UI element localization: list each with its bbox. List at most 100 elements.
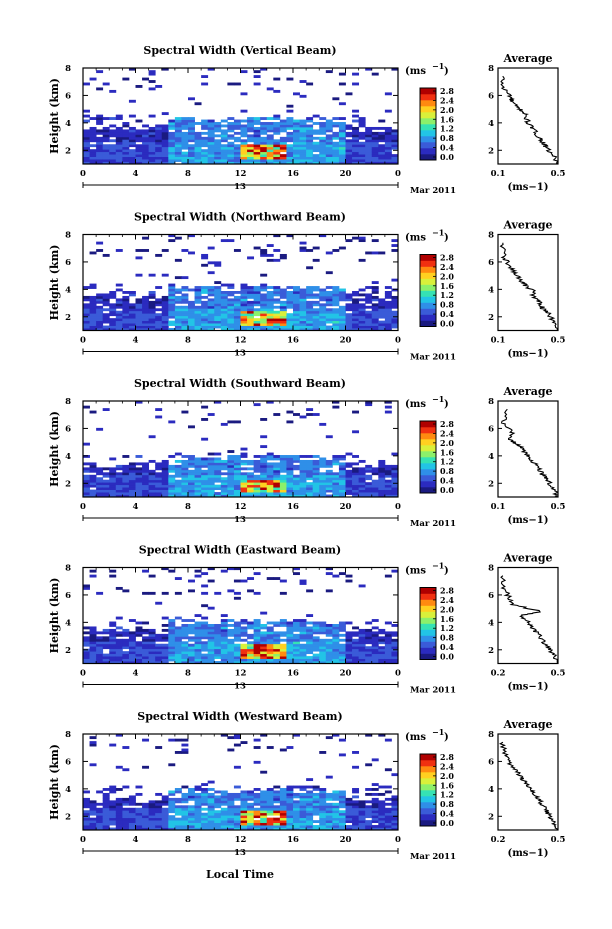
y-tick-label: 4 <box>65 119 71 129</box>
heatmap-cell <box>135 822 143 826</box>
heatmap-cell <box>279 807 287 811</box>
heatmap-cell <box>391 812 399 816</box>
heatmap-cell <box>378 131 386 135</box>
heatmap-cell <box>247 489 255 493</box>
heatmap-cell <box>181 653 189 657</box>
heatmap-cell <box>233 825 241 828</box>
heatmap-cell <box>378 308 386 312</box>
heatmap-cell <box>122 464 130 468</box>
heatmap-cell <box>122 455 130 458</box>
heatmap-cell <box>358 313 366 317</box>
heatmap-cell <box>174 487 182 490</box>
heatmap-cell <box>319 827 327 831</box>
heatmap-cell <box>96 151 104 155</box>
heatmap-cell <box>260 492 268 495</box>
heatmap-cell <box>266 479 274 483</box>
heatmap-cell <box>293 161 300 165</box>
heatmap-cell <box>332 733 340 737</box>
heatmap-cell <box>102 328 110 331</box>
heatmap-cell <box>312 658 320 662</box>
heatmap-cell <box>135 119 143 123</box>
heatmap-cell <box>128 310 136 314</box>
heatmap-cell <box>201 494 209 498</box>
colorbar-unit-paren: ) <box>444 566 449 577</box>
heatmap-cell <box>247 310 255 314</box>
heatmap-cell <box>247 472 255 476</box>
heatmap-cell <box>142 810 150 814</box>
heatmap-cell <box>319 422 327 426</box>
heatmap-cell <box>201 822 209 826</box>
heatmap-cell <box>299 124 307 128</box>
heatmap-cell <box>135 161 143 165</box>
heatmap-cell <box>188 134 195 138</box>
heatmap-cell <box>122 815 130 819</box>
heatmap-cell <box>260 641 268 645</box>
heatmap-cell <box>227 736 235 740</box>
heatmap-cell <box>214 141 222 145</box>
heatmap-cell <box>128 315 136 319</box>
heatmap-cell <box>273 305 281 309</box>
heatmap-cell <box>155 656 163 659</box>
heatmap-cell <box>293 298 300 302</box>
heatmap-cell <box>384 320 392 324</box>
heatmap-cell <box>194 628 202 632</box>
heatmap-cell <box>109 653 117 657</box>
heatmap-cell <box>299 661 307 664</box>
heatmap-cell <box>371 156 379 160</box>
heatmap-cell <box>89 139 97 143</box>
heatmap-cell <box>358 288 366 292</box>
heatmap-cell <box>365 800 373 804</box>
colorbar-swatch <box>420 463 436 470</box>
heatmap-cell <box>96 427 104 431</box>
heatmap-cell <box>128 293 136 297</box>
panel-title: Spectral Width (Eastward Beam) <box>139 544 341 557</box>
heatmap-cell <box>201 437 209 441</box>
heatmap-cell <box>371 638 379 642</box>
heatmap-cell <box>155 825 163 828</box>
heatmap-cell <box>89 151 97 155</box>
heatmap-cell <box>181 795 189 799</box>
y-tick-label: 2 <box>65 812 71 822</box>
heatmap-cell <box>194 817 202 821</box>
heatmap-cell <box>155 482 163 486</box>
heatmap-cell <box>312 631 320 635</box>
heatmap-cell <box>128 320 136 324</box>
heatmap-cell <box>293 628 300 632</box>
heatmap-cell <box>142 323 150 326</box>
heatmap-cell <box>174 648 182 652</box>
heatmap-cell <box>240 134 248 138</box>
heatmap-cell <box>83 802 90 806</box>
colorbar-tick-label: 2.4 <box>440 95 454 105</box>
heatmap-cell <box>220 291 228 294</box>
heatmap-cell <box>299 805 307 809</box>
heatmap-cell <box>227 748 235 752</box>
heatmap-cell <box>188 797 195 801</box>
heatmap-cell <box>371 469 379 473</box>
heatmap-cell <box>352 487 360 490</box>
heatmap-cell <box>384 300 392 304</box>
heatmap-cell <box>168 569 176 573</box>
heatmap-cell <box>148 646 156 650</box>
heatmap-cell <box>286 628 294 632</box>
heatmap-cell <box>391 134 399 138</box>
heatmap-cell <box>161 305 169 309</box>
heatmap-cell <box>319 156 327 160</box>
heatmap-cell <box>227 494 235 498</box>
heatmap-cell <box>371 651 379 655</box>
heatmap-cell <box>338 658 346 662</box>
heatmap-cell <box>135 479 143 483</box>
heatmap-cell <box>227 315 235 319</box>
heatmap-cell <box>115 810 123 814</box>
heatmap-cell <box>247 300 255 304</box>
heatmap-cell <box>365 628 373 632</box>
heatmap-cell <box>253 795 261 799</box>
heatmap-cell <box>142 300 150 304</box>
heatmap-cell <box>240 159 248 162</box>
heatmap-cell <box>109 308 117 312</box>
heatmap-cell <box>378 161 386 165</box>
heatmap-cell <box>325 567 333 571</box>
heatmap-cell <box>319 800 327 804</box>
heatmap-cell <box>181 619 189 622</box>
heatmap-cell <box>233 161 241 165</box>
heatmap-cell <box>220 651 228 655</box>
